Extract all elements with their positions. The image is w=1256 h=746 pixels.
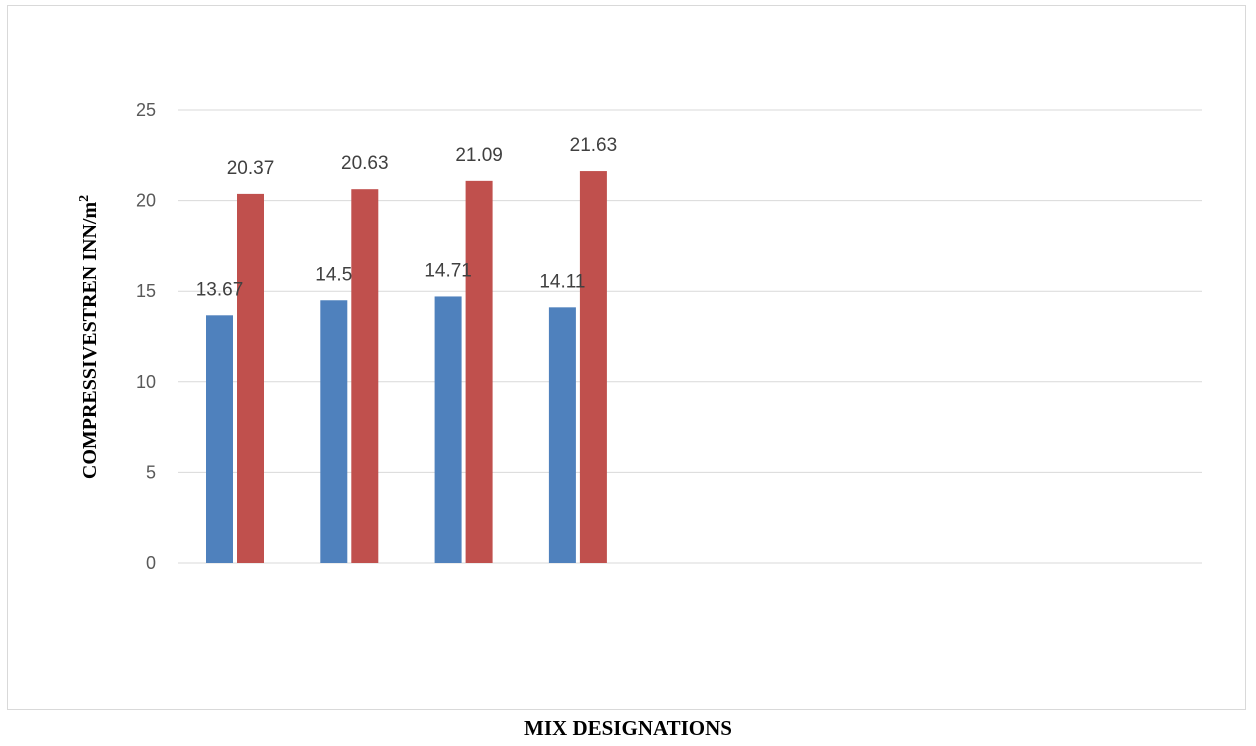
y-tick-label: 10 bbox=[136, 372, 156, 392]
data-labels: 13.67 14.5 14.71 14.11 20.37 20.63 21.09 21.63 bbox=[196, 135, 617, 300]
data-label-series-1-item-4: 14.11 bbox=[539, 271, 585, 292]
data-label-series-2-item-2: 20.63 bbox=[341, 153, 389, 174]
bar-series-2-item-1 bbox=[237, 193, 264, 563]
bar-series-1-item-3 bbox=[434, 296, 462, 563]
data-label-series-1-item-2: 14.5 bbox=[315, 264, 352, 285]
bars bbox=[206, 171, 607, 564]
y-tick-label: 20 bbox=[136, 191, 156, 211]
data-label-series-2-item-3: 21.09 bbox=[455, 145, 503, 166]
data-label-series-1-item-1: 13.67 bbox=[196, 279, 244, 300]
y-axis-title-text: COMPRESSIVESTREN INN/m bbox=[79, 202, 101, 480]
bar-series-1-item-2 bbox=[320, 300, 348, 563]
bar-series-1-item-1 bbox=[206, 315, 233, 563]
y-tick-labels: 0 5 10 15 20 25 bbox=[136, 100, 156, 573]
x-axis-title: MIX DESIGNATIONS bbox=[524, 716, 732, 740]
y-tick-label: 25 bbox=[136, 100, 156, 120]
bar-series-2-item-4 bbox=[579, 171, 607, 564]
bar-series-2-item-3 bbox=[465, 180, 493, 564]
y-tick-label: 15 bbox=[136, 281, 156, 301]
data-label-series-2-item-1: 20.37 bbox=[227, 158, 275, 179]
bar-series-2-item-2 bbox=[351, 189, 379, 564]
gridlines bbox=[178, 109, 1202, 564]
y-axis-title: COMPRESSIVESTREN INN/m2 bbox=[77, 195, 101, 479]
y-axis-title-superscript: 2 bbox=[77, 195, 92, 202]
data-label-series-2-item-4: 21.63 bbox=[570, 135, 618, 156]
data-label-series-1-item-3: 14.71 bbox=[424, 260, 472, 281]
y-tick-label: 5 bbox=[146, 462, 156, 482]
bar-series-1-item-4 bbox=[548, 307, 576, 563]
y-tick-label: 0 bbox=[146, 553, 156, 573]
